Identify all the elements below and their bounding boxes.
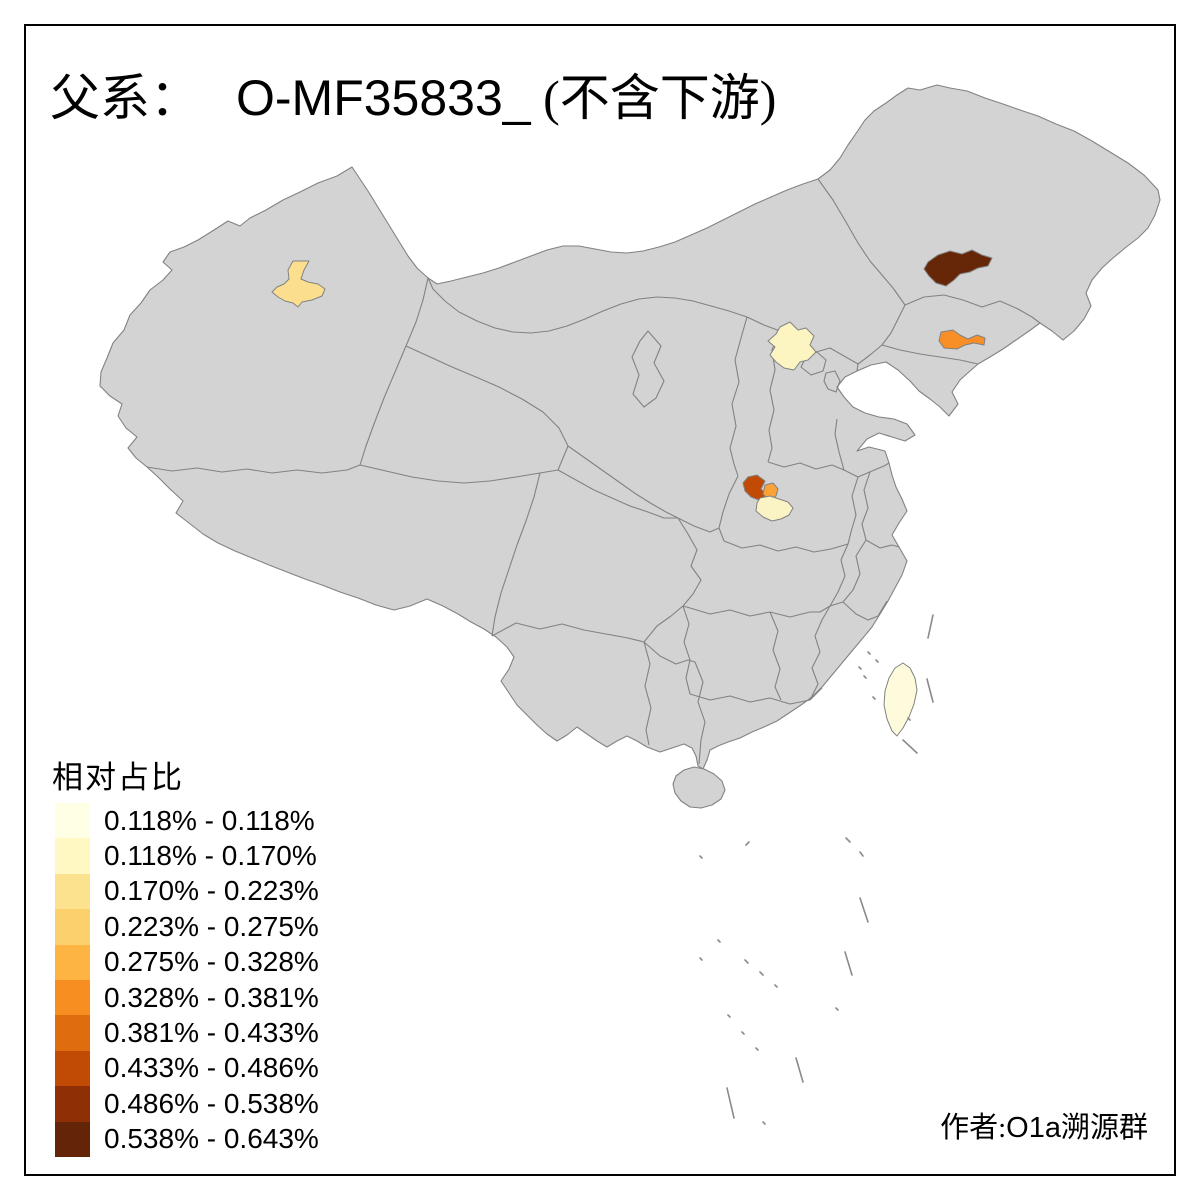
province-borders-south [491, 469, 823, 765]
legend-swatch [55, 909, 90, 945]
legend: 0.118% - 0.118% 0.118% - 0.170% 0.170% -… [55, 803, 319, 1157]
province-borders-west [146, 277, 679, 637]
region-xinjiang-highlight [271, 260, 326, 308]
legend-item: 0.275% - 0.328% [55, 944, 319, 980]
author-prefix: 作者: [940, 1112, 1007, 1144]
legend-swatch [55, 838, 90, 874]
legend-swatch [55, 944, 90, 980]
region-henan-east-highlight [755, 495, 794, 522]
legend-swatch [55, 803, 90, 839]
region-hebei-north-highlight [767, 321, 817, 371]
legend-label: 0.381% - 0.433% [104, 1017, 319, 1049]
legend-label: 0.433% - 0.486% [104, 1052, 319, 1084]
legend-item: 0.223% - 0.275% [55, 909, 319, 945]
legend-item: 0.170% - 0.223% [55, 873, 319, 910]
legend-item: 0.538% - 0.643% [55, 1121, 319, 1157]
legend-label: 0.118% - 0.118% [104, 804, 315, 836]
legend-item: 0.328% - 0.381% [55, 979, 319, 1016]
province-borders-east [809, 471, 900, 701]
legend-swatch [55, 1121, 90, 1157]
legend-label: 0.275% - 0.328% [104, 946, 319, 978]
legend-item: 0.118% - 0.170% [55, 838, 319, 874]
mainland-outline [99, 84, 1161, 770]
legend-label: 0.170% - 0.223% [104, 875, 319, 907]
legend-swatch [55, 1050, 90, 1087]
legend-label: 0.538% - 0.643% [104, 1123, 319, 1155]
region-heilongjiang-highlight [923, 249, 993, 287]
plot-border-frame [24, 24, 1176, 1176]
legend-title: 相对占比 [52, 760, 184, 795]
region-henan-central-highlight [762, 482, 779, 501]
legend-item: 0.381% - 0.433% [55, 1015, 319, 1051]
legend-swatch [55, 873, 90, 910]
legend-item: 0.433% - 0.486% [55, 1050, 319, 1087]
region-taiwan-highlight [883, 662, 918, 737]
legend-item: 0.486% - 0.538% [55, 1086, 319, 1122]
province-borders-northeast [817, 178, 1041, 372]
title-suffix: (不含下游) [530, 70, 777, 126]
legend-swatch [55, 1015, 90, 1051]
legend-label: 0.486% - 0.538% [104, 1087, 319, 1119]
title-haplogroup: O-MF35833_ [236, 70, 531, 126]
region-jilin-highlight [938, 329, 986, 350]
author-group-code: O1a [1006, 1112, 1061, 1144]
author-suffix: 溯源群 [1060, 1112, 1148, 1144]
hainan-island [672, 766, 726, 809]
page-title: 父系： O-MF35833_ (不含下游) [50, 58, 776, 130]
legend-label: 0.328% - 0.381% [104, 981, 319, 1013]
title-prefix: 父系： [50, 70, 200, 126]
south-china-sea-islands [699, 614, 934, 1125]
legend-label: 0.223% - 0.275% [104, 910, 319, 942]
legend-label: 0.118% - 0.170% [104, 840, 317, 872]
legend-swatch [55, 1086, 90, 1122]
legend-item: 0.118% - 0.118% [55, 803, 319, 839]
province-borders-north [427, 277, 890, 553]
author-credit: 作者:O1a溯源群 [940, 1104, 1148, 1146]
legend-swatch [55, 979, 90, 1016]
